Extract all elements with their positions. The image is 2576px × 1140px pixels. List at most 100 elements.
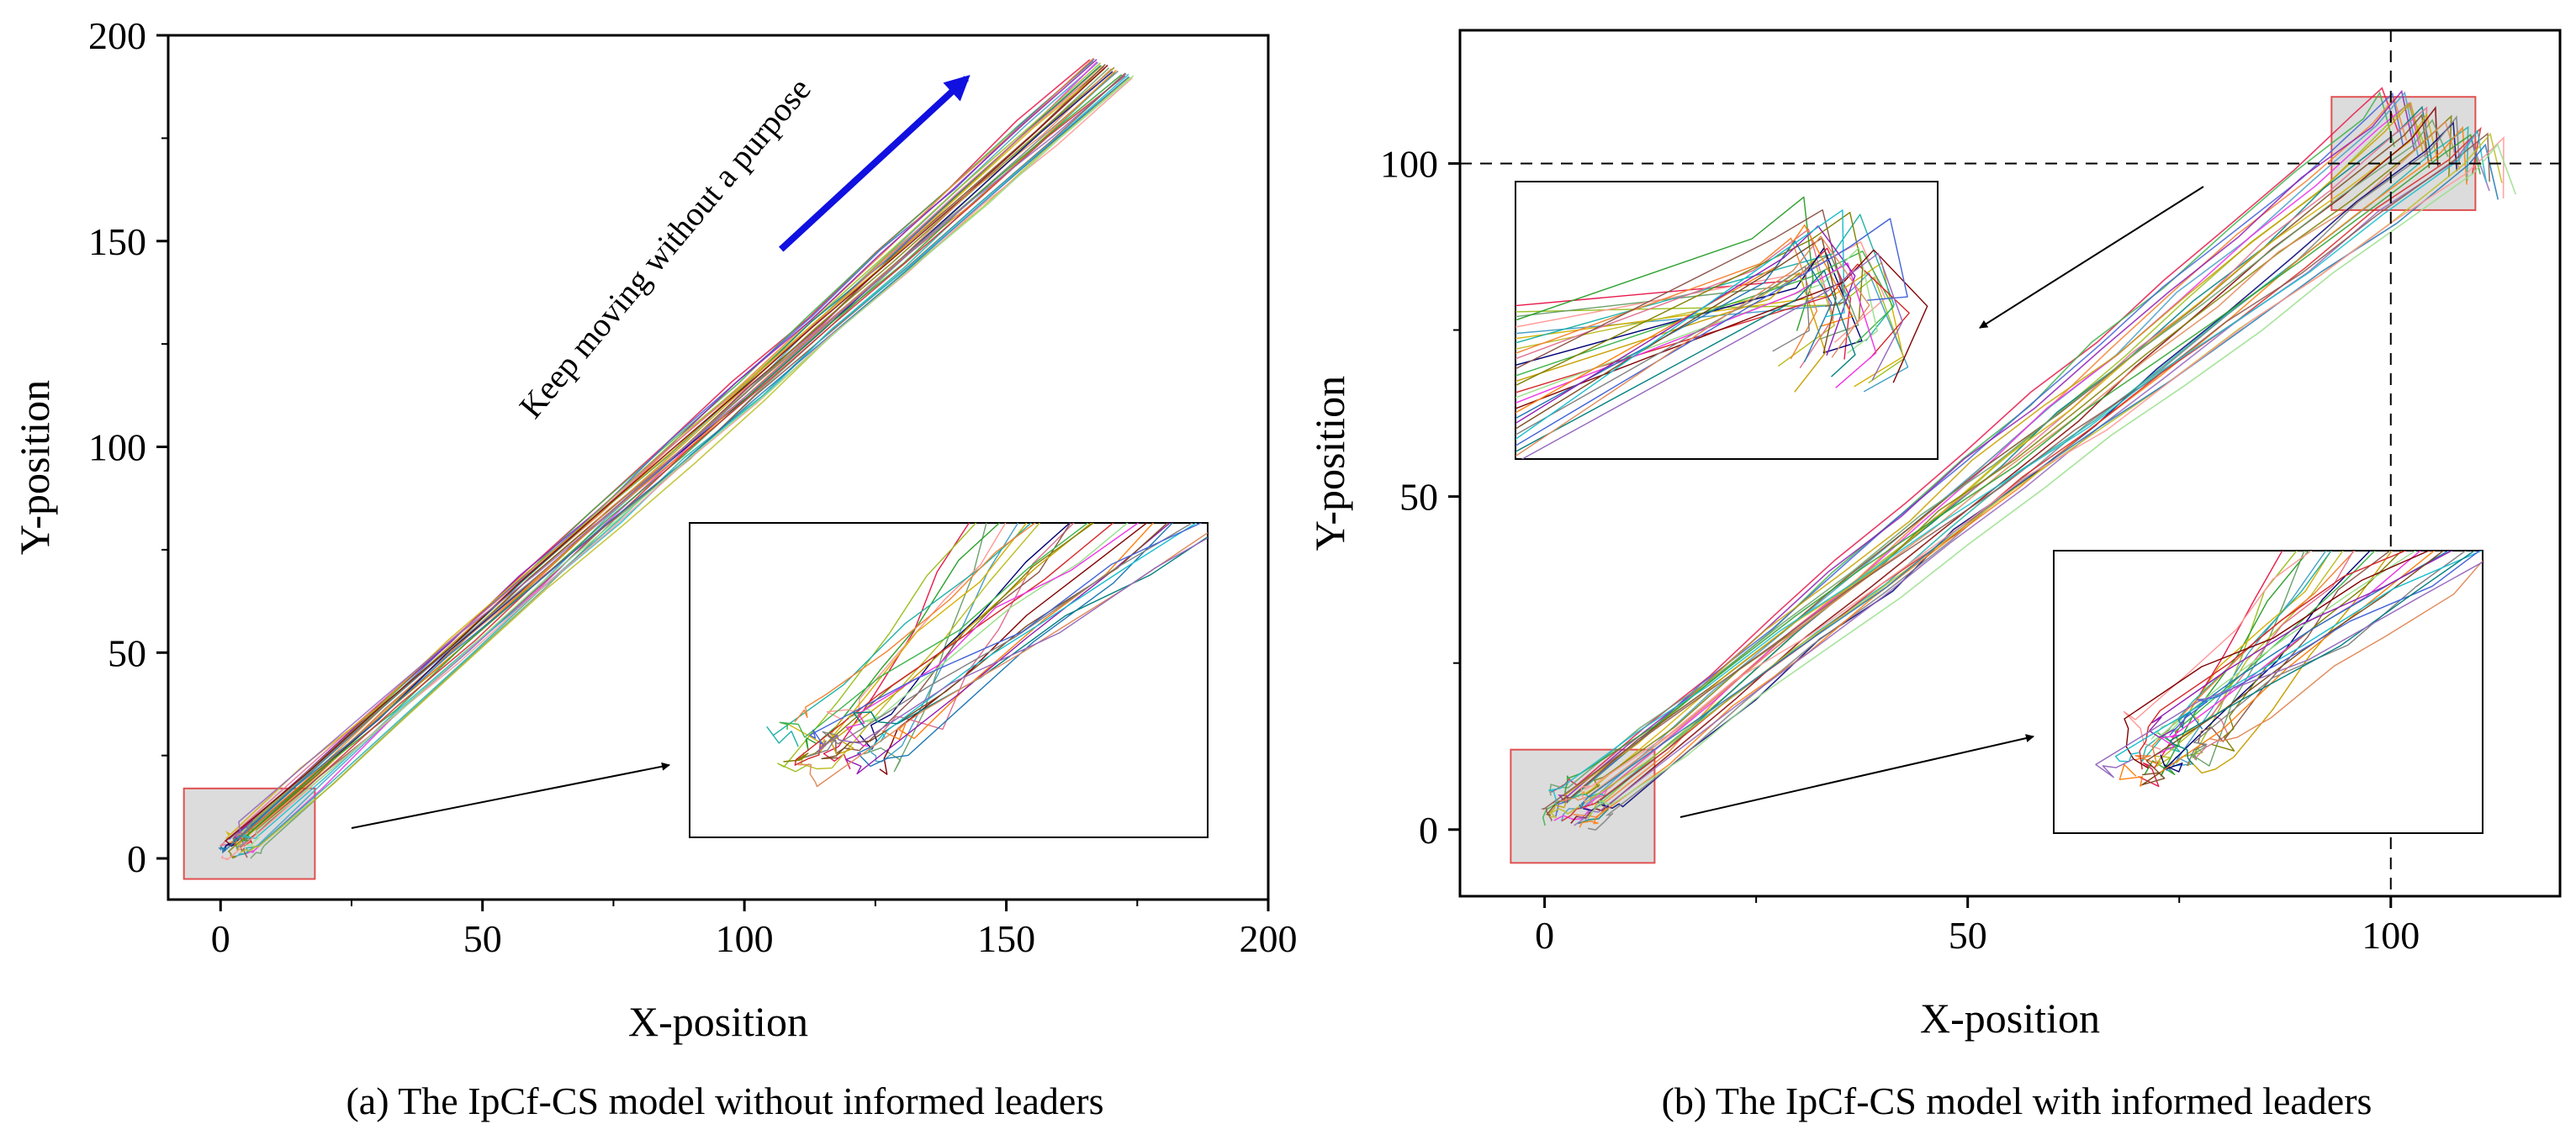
inset-trajectory	[794, 523, 1036, 723]
panel-b-zoom-pointer-arrow-start	[1679, 734, 2034, 818]
panel-b-x-ticks: 0 50 100	[1535, 896, 2420, 957]
inset-trajectory	[817, 537, 1208, 753]
trajectory-line	[1561, 126, 2482, 821]
panel-b: 0 50 100 0 50 100 X-position Y-position (b) …	[1306, 29, 2562, 1122]
trajectory-line	[1580, 136, 2505, 805]
inset-trajectory	[2175, 551, 2298, 764]
inset-trajectory	[2154, 551, 2344, 768]
inset-trajectory	[1515, 251, 1894, 377]
inset-trajectory	[2141, 551, 2445, 786]
inset-trajectory	[1515, 225, 1856, 425]
inset-lines	[2095, 551, 2483, 788]
trajectory-line	[1547, 101, 2424, 815]
trajectory-line	[1551, 87, 2399, 793]
trajectory-line	[218, 76, 1129, 854]
inset-trajectory	[1515, 209, 1847, 370]
inset-trajectory	[1515, 266, 1810, 436]
inset-trajectory	[1515, 209, 1845, 441]
trajectory-line	[219, 66, 1105, 853]
inset-trajectory	[1515, 212, 1864, 387]
y-tick-label: 0	[127, 837, 146, 880]
trajectory-line	[1590, 143, 2517, 814]
panel-b-y-ticks: 0 50 100	[1380, 142, 1460, 852]
trajectory-line	[1583, 121, 2458, 811]
inset-trajectory	[845, 523, 1140, 747]
inset-trajectory	[823, 523, 971, 770]
inset-trajectory	[2123, 551, 2313, 750]
inset-trajectory	[2169, 551, 2481, 736]
y-tick-label: 0	[1419, 809, 1438, 852]
trajectory-line	[224, 64, 1108, 847]
panel-a-trajectories	[218, 57, 1135, 861]
inset-trajectory	[2186, 551, 2467, 767]
inset-trajectory	[2156, 551, 2376, 749]
inset-trajectory	[1515, 247, 1878, 398]
trajectory-line	[1546, 113, 2431, 816]
trajectory-line	[1552, 120, 2461, 805]
inset-frame	[689, 522, 1209, 838]
x-tick-label: 150	[977, 917, 1035, 960]
panel-a-x-ticks: 0 50 100 150 200	[211, 900, 1298, 960]
trajectory-line	[238, 71, 1116, 855]
inset-trajectory	[2139, 551, 2408, 770]
panel-b-zoom-pointer-arrow-target	[1979, 186, 2204, 329]
inset-trajectory	[809, 523, 1203, 745]
inset-trajectory	[2095, 561, 2483, 778]
inset-trajectory	[794, 523, 1114, 766]
inset-trajectory	[2208, 560, 2483, 742]
inset-trajectory	[2149, 551, 2453, 738]
panel-a-y-axis-label: Y-position	[11, 380, 58, 555]
trajectory-line	[1540, 132, 2490, 821]
panel-a-zoom-pointer-arrow	[351, 762, 670, 829]
inset-trajectory	[857, 523, 1174, 768]
x-tick-label: 200	[1240, 917, 1298, 960]
inset-trajectory	[1515, 229, 1834, 369]
trajectory-line	[1564, 133, 2481, 794]
x-tick-label: 0	[211, 917, 230, 960]
inset-trajectory	[827, 523, 1071, 754]
inset-trajectory	[2190, 551, 2305, 767]
inset-trajectory	[2134, 551, 2356, 764]
inset-trajectory	[1515, 235, 1870, 457]
panel-b-y-axis-label: Y-position	[1306, 376, 1353, 551]
x-tick-label: 50	[463, 917, 502, 960]
inset-trajectory	[1515, 247, 1852, 360]
trajectory-line	[234, 72, 1127, 838]
y-tick-label: 100	[88, 426, 146, 469]
panel-a-y-ticks: 0 50 100 150 200	[88, 14, 168, 880]
trajectory-line	[235, 70, 1119, 849]
inset-trajectory	[1515, 237, 1818, 360]
panel-b-x-axis-label: X-position	[1920, 995, 2100, 1042]
inset-trajectory	[1515, 241, 1886, 343]
trajectory-line	[225, 68, 1105, 840]
trajectory-line	[1574, 137, 2490, 826]
inset-trajectory	[2177, 551, 2450, 730]
inset-trajectory	[786, 523, 1028, 755]
panel-a-inset	[689, 522, 1209, 838]
y-tick-label: 100	[1380, 142, 1438, 185]
trajectory-line	[241, 73, 1129, 840]
inset-trajectory	[783, 523, 1095, 763]
x-tick-label: 100	[716, 917, 774, 960]
inset-trajectory	[2144, 551, 2310, 777]
inset-trajectory	[1515, 214, 1895, 344]
inset-trajectory	[1515, 224, 1854, 414]
inset-trajectory	[1515, 249, 1928, 409]
panel-a-direction-arrow	[779, 75, 971, 252]
panel-b-trajectories	[1540, 87, 2517, 831]
y-tick-label: 50	[108, 631, 146, 674]
y-tick-label: 50	[1399, 476, 1438, 519]
inset-trajectory	[2198, 551, 2392, 747]
trajectory-line	[1548, 129, 2488, 805]
inset-trajectory	[870, 523, 1019, 763]
x-tick-label: 100	[2362, 914, 2420, 957]
x-tick-label: 50	[1949, 914, 1987, 957]
inset-lines	[766, 523, 1208, 788]
inset-trajectory	[2114, 551, 2483, 763]
panel-b-inset-target	[1515, 181, 1939, 460]
trajectory-line	[1579, 125, 2468, 828]
inset-trajectory	[2193, 551, 2355, 760]
y-tick-label: 150	[88, 220, 146, 263]
panel-a-caption: (a) The IpCf-CS model without informed l…	[346, 1079, 1103, 1122]
